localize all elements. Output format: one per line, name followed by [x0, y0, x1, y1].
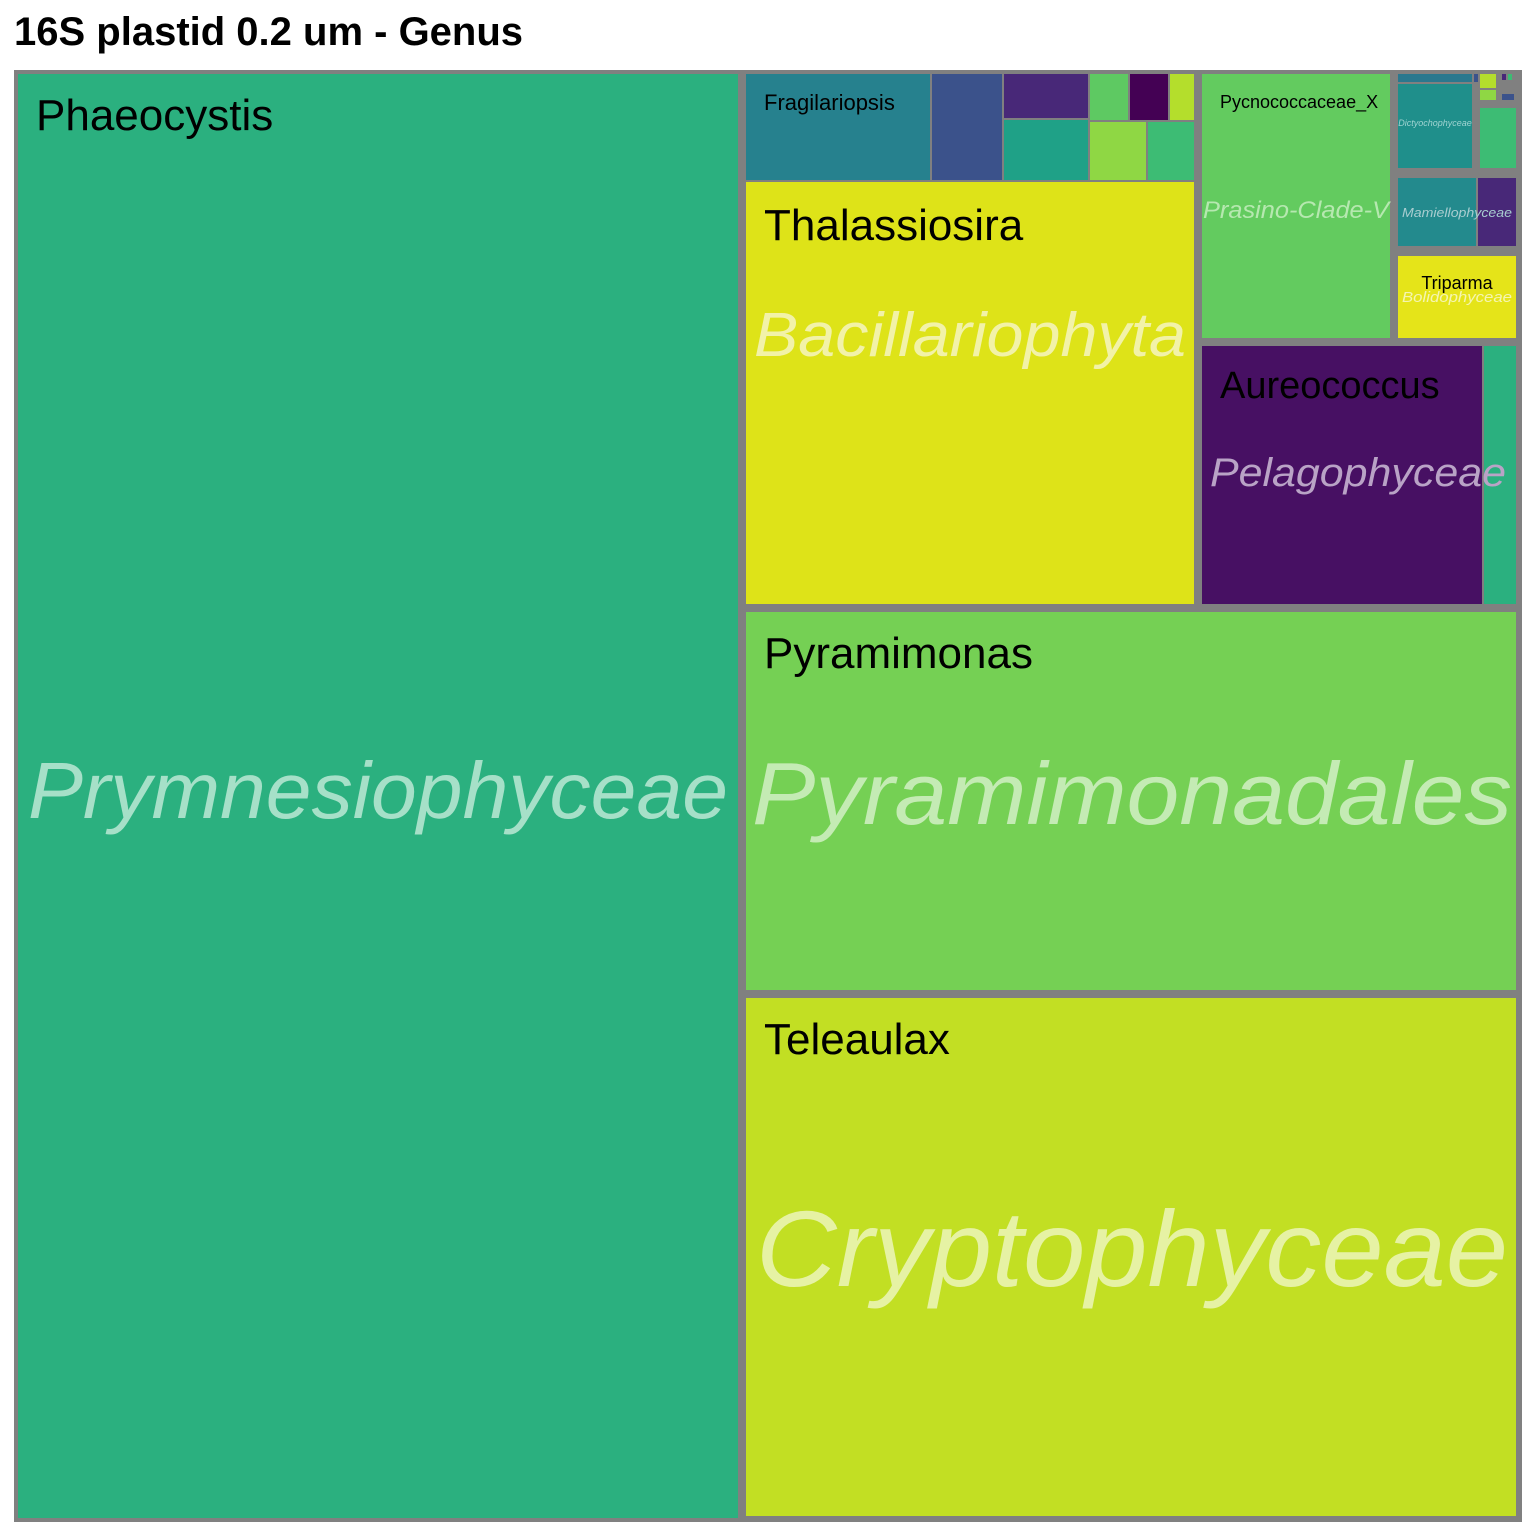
genus-label-phaeocystis: Phaeocystis [36, 91, 273, 140]
tile-minor-genus [1148, 122, 1194, 180]
group-label-pyramimonadales: Pyramimonadales [752, 744, 1512, 843]
tile-pyramimonas [746, 612, 1516, 990]
group-label-bolidophyceae: Bolidophyceae [1402, 289, 1512, 306]
genus-label-teleaulax: Teleaulax [764, 1015, 950, 1064]
group-label-bacillariophyta: Bacillariophyta [754, 301, 1186, 370]
tile-minor-genus [1170, 74, 1194, 120]
tile-minor-genus [1484, 346, 1516, 604]
tile-minor-genus [932, 74, 1002, 180]
group-label-prasino-clade-v: Prasino-Clade-V [1203, 197, 1391, 224]
genus-label-pycnococcaceae-x: Pycnococcaceae_X [1220, 92, 1378, 113]
tile-minor-genus [1502, 74, 1506, 80]
tile-minor-genus [1474, 74, 1478, 82]
genus-label-pyramimonas: Pyramimonas [764, 629, 1033, 678]
group-label-mamiellophyceae: Mamiellophyceae [1402, 205, 1512, 220]
tile-minor-genus [1090, 122, 1146, 180]
group-label-dictyochophyceae: Dictyochophyceae [1398, 118, 1472, 128]
genus-label-triparma: Triparma [1421, 273, 1493, 293]
tile-mamiellophyceae-genus [1398, 178, 1476, 246]
tile-aureococcus [1202, 346, 1482, 604]
tile-phaeocystis [18, 74, 738, 1518]
tile-minor-genus [1004, 74, 1088, 118]
group-label-pelagophyceae: Pelagophyceae [1210, 451, 1506, 495]
tile-minor-genus [1004, 120, 1088, 180]
tile-minor-genus [1398, 74, 1472, 82]
tile-triparma [1398, 256, 1516, 338]
tile-minor-genus [1480, 74, 1496, 88]
tile-minor-genus [1130, 74, 1168, 120]
genus-label-thalassiosira: Thalassiosira [764, 201, 1024, 250]
tile-thalassiosira [746, 182, 1194, 604]
tile-teleaulax [746, 998, 1516, 1516]
tile-mamiellophyceae-genus [1478, 178, 1516, 246]
tile-minor-genus [1090, 74, 1128, 120]
chart-title: 16S plastid 0.2 um - Genus [14, 10, 524, 54]
group-label-prymnesiophyceae: Prymnesiophyceae [28, 746, 728, 835]
tile-fragilariopsis [746, 74, 930, 180]
genus-label-aureococcus: Aureococcus [1220, 365, 1440, 407]
tile-dictyochophyceae [1398, 84, 1472, 168]
tile-minor-genus [1502, 94, 1514, 100]
tile-minor-genus [1480, 108, 1516, 168]
tile-minor-genus [1508, 74, 1512, 80]
tile-minor-genus [1480, 90, 1496, 100]
tile-pycnococcaceae-x [1202, 74, 1390, 338]
group-label-cryptophyceae: Cryptophyceae [756, 1188, 1508, 1309]
genus-label-fragilariopsis: Fragilariopsis [764, 90, 895, 115]
